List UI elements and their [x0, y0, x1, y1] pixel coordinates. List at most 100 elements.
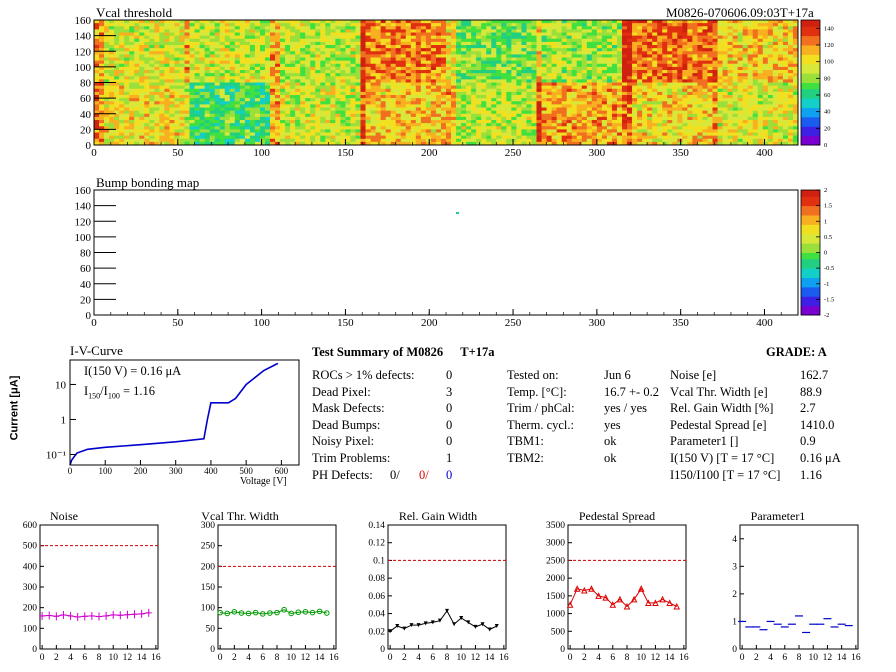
vcal-pixel: [581, 26, 588, 30]
vcal-pixel: [280, 73, 286, 77]
vcal-pixel: [114, 41, 120, 46]
vcal-pixel: [717, 23, 723, 27]
vcal-pixel: [501, 98, 507, 102]
vcal-pixel: [249, 66, 256, 71]
vcal-pixel: [446, 79, 452, 83]
vcal-pixel: [571, 70, 578, 74]
vcal-pixel: [264, 132, 271, 137]
vcal-pixel: [330, 48, 336, 52]
vcal-pixel: [325, 54, 331, 58]
vcal-pixel: [627, 70, 633, 74]
vcal-pixel: [451, 70, 457, 74]
vcal-pixel: [446, 126, 452, 130]
vcal-pixel: [672, 70, 678, 74]
vcal-pixel: [94, 129, 100, 133]
vcal-pixel: [506, 76, 512, 80]
vcal-pixel: [390, 120, 397, 124]
vcal-pixel: [104, 88, 110, 93]
vcal-pixel: [430, 66, 437, 71]
vcal-pixel: [340, 70, 346, 74]
vcal-pixel: [652, 126, 658, 130]
vcal-pixel: [471, 107, 477, 112]
vcal-pixel: [129, 29, 135, 33]
vcal-pixel: [370, 54, 376, 58]
vcal-pixel: [179, 23, 185, 27]
vcal-pixel: [244, 88, 251, 93]
vcal-pixel: [390, 26, 397, 30]
vcal-pixel: [662, 126, 668, 130]
vcal-pixel: [511, 66, 517, 71]
vcal-pixel: [390, 41, 397, 46]
vcal-pixel: [189, 73, 195, 77]
vcal-pixel: [591, 123, 598, 127]
vcal-pixel: [601, 38, 608, 43]
vcal-pixel: [430, 32, 437, 37]
vcal-pixel: [270, 95, 276, 99]
vcal-pixel: [481, 51, 487, 55]
vcal-pixel: [430, 101, 437, 105]
vcal-pixel: [581, 54, 588, 58]
vcal-pixel: [657, 132, 663, 137]
vcal-pixel: [94, 79, 100, 83]
vcal-pixel: [667, 138, 673, 143]
vcal-pixel: [531, 76, 537, 80]
vcal-pixel: [546, 141, 552, 146]
vcal-pixel: [124, 135, 130, 140]
vcal-pixel: [239, 48, 246, 52]
vcal-pixel: [677, 110, 683, 115]
vcal-pixel: [642, 60, 648, 65]
vcal-pixel: [622, 116, 628, 121]
vcal-pixel: [224, 110, 231, 115]
vcal-pixel: [370, 116, 376, 121]
vcal-pixel: [149, 60, 155, 65]
vcal-pixel: [481, 126, 487, 130]
vcal-pixel: [184, 32, 190, 37]
vcal-pixel: [295, 35, 301, 40]
vcal-pixel: [556, 98, 563, 102]
vcal-pixel: [249, 88, 256, 93]
vcal-pixel: [622, 51, 628, 55]
vcal-pixel: [501, 116, 507, 121]
vcal-pixel: [632, 70, 638, 74]
vcal-pixel: [430, 132, 437, 137]
vcal-pixel: [295, 54, 301, 58]
vcal-pixel: [290, 98, 296, 102]
vcal-pixel: [667, 63, 673, 68]
vcal-pixel: [280, 57, 286, 62]
vcal-pixel: [104, 73, 110, 77]
vcal-pixel: [672, 35, 678, 40]
vcal-pixel: [295, 82, 301, 87]
vcal-pixel: [501, 23, 507, 27]
vcal-pixel: [430, 116, 437, 121]
vcal-pixel: [119, 120, 125, 124]
vcal-pixel: [174, 138, 180, 143]
vcal-pixel: [481, 138, 487, 143]
vcal-pixel: [375, 60, 382, 65]
vcal-pixel: [672, 60, 678, 65]
vcal-pixel: [461, 38, 467, 43]
vcal-pixel: [229, 70, 236, 74]
vcal-pixel: [365, 51, 371, 55]
vcal-pixel: [109, 32, 115, 37]
vcal-pixel: [194, 29, 200, 33]
vcal-pixel: [114, 138, 120, 143]
vcal-pixel: [692, 26, 698, 30]
vcal-pixel: [405, 126, 412, 130]
vcal-pixel: [219, 29, 226, 33]
vcal-pixel: [355, 32, 361, 37]
vcal-pixel: [149, 107, 155, 112]
vcal-pixel: [712, 107, 718, 112]
vcal-pixel: [179, 113, 185, 118]
vcal-pixel: [627, 126, 633, 130]
vcal-pixel: [280, 26, 286, 30]
vcal-pixel: [672, 95, 678, 99]
vcal-pixel: [561, 57, 568, 62]
vcal-pixel: [672, 51, 678, 55]
vcal-pixel: [254, 113, 261, 118]
vcal-pixel: [647, 26, 653, 30]
vcal-pixel: [637, 70, 643, 74]
vcal-pixel: [546, 32, 552, 37]
vcal-pixel: [179, 51, 185, 55]
vcal-pixel: [481, 20, 487, 24]
vcal-pixel: [119, 95, 125, 99]
